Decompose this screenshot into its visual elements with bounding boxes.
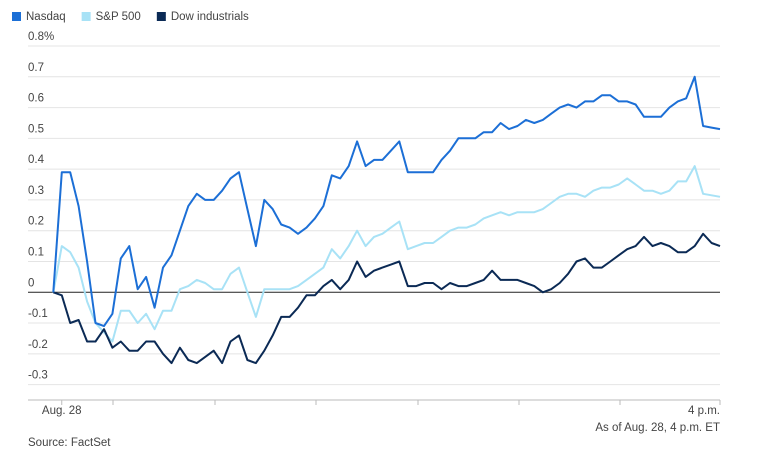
y-tick-label: 0.3 [28,185,44,197]
legend-label: Nasdaq [26,11,66,23]
y-tick-label: -0.2 [28,339,48,351]
y-tick-label: 0.4 [28,154,45,166]
legend-swatch [81,12,91,21]
y-tick-label: 0.5 [28,123,44,135]
legend-swatch [156,12,166,21]
series-line [52,75,721,328]
x-tick-label: 4 p.m. [688,405,720,417]
x-tick-label: Aug. 28 [42,405,82,417]
series-line [52,165,721,343]
y-tick-label: 0.1 [28,247,44,259]
legend-label: Dow industrials [171,11,249,23]
y-tick-label: 0.6 [28,93,44,105]
legend-swatch [12,12,21,21]
y-tick-label: 0.8% [28,31,54,43]
annotation: As of Aug. 28, 4 p.m. ET [595,422,720,434]
series-line [52,232,721,365]
source: Source: FactSet [28,437,111,449]
y-tick-label: -0.3 [28,370,48,382]
minor-ticks [112,400,621,405]
legend-label: S&P 500 [96,11,141,23]
y-tick-label: 0 [28,277,34,289]
y-tick-label: 0.7 [28,62,44,74]
y-tick-label: -0.1 [28,308,48,320]
y-tick-label: 0.2 [28,216,44,228]
